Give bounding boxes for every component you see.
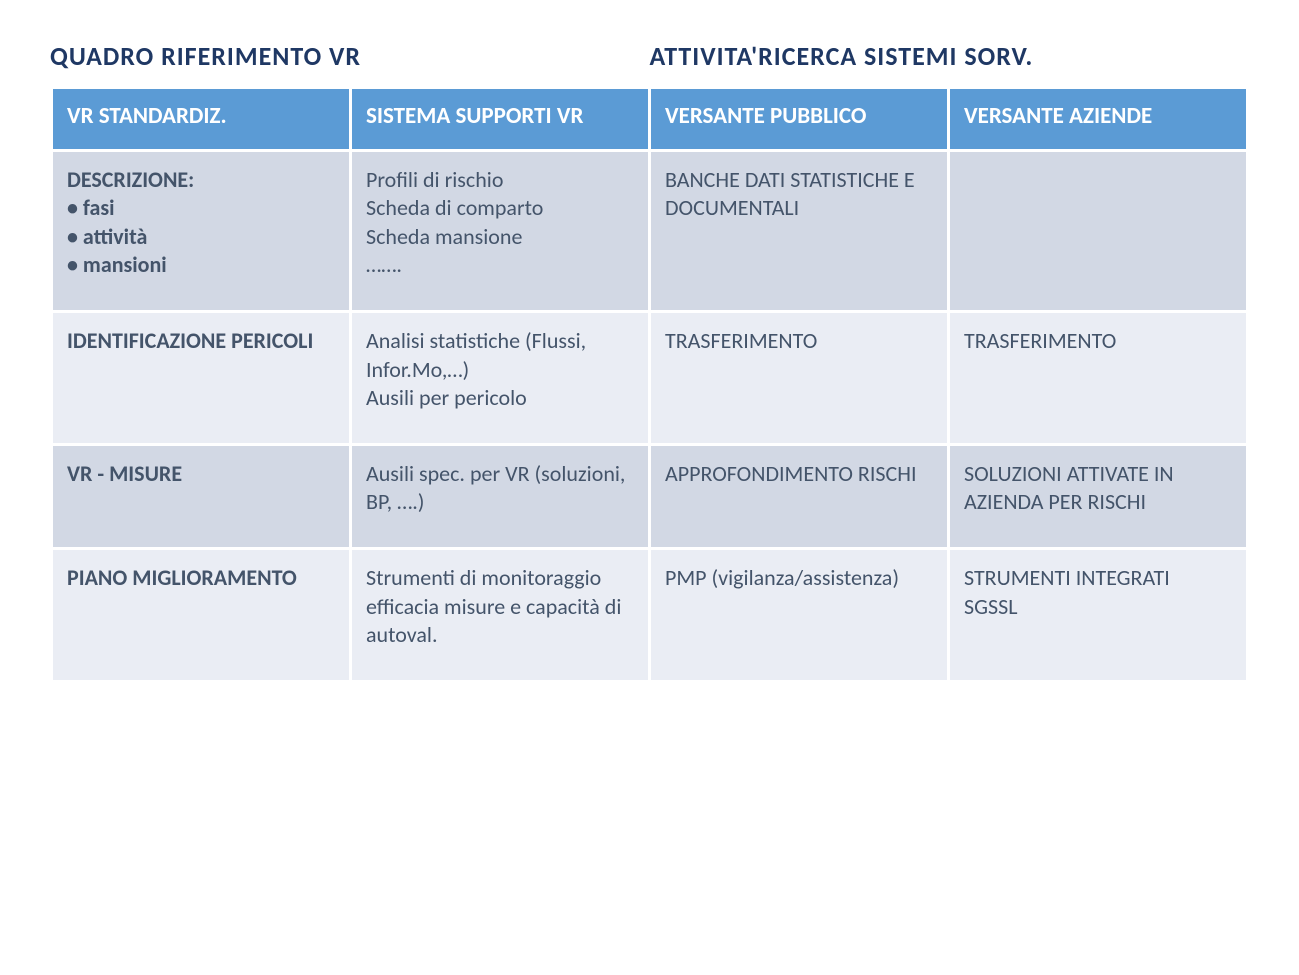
table-row: PIANO MIGLIORAMENTO Strumenti di monitor… [52,548,1248,681]
col-header-3: VERSANTE AZIENDE [949,88,1248,151]
col-header-0: VR STANDARDIZ. [52,88,351,151]
cell-1-3: TRASFERIMENTO [949,311,1248,444]
cell-2-2: APPROFONDIMENTO RISCHI [650,444,949,548]
col-header-2: VERSANTE PUBBLICO [650,88,949,151]
title-left: QUADRO RIFERIMENTO VR [50,40,650,72]
cell-3-2: PMP (vigilanza/assistenza) [650,548,949,681]
title-row: QUADRO RIFERIMENTO VR ATTIVITA'RICERCA S… [50,40,1249,72]
col-header-1: SISTEMA SUPPORTI VR [351,88,650,151]
table-row: VR - MISURE Ausili spec. per VR (soluzio… [52,444,1248,548]
cell-2-1: Ausili spec. per VR (soluzioni, BP, ….) [351,444,650,548]
cell-3-1: Strumenti di monitoraggio efficacia misu… [351,548,650,681]
table-row: DESCRIZIONE:• fasi• attività• mansioni P… [52,150,1248,311]
cell-1-1: Analisi statistiche (Flussi, Infor.Mo,…)… [351,311,650,444]
cell-0-3 [949,150,1248,311]
cell-2-0: VR - MISURE [52,444,351,548]
main-table: VR STANDARDIZ. SISTEMA SUPPORTI VR VERSA… [50,86,1249,683]
cell-1-2: TRASFERIMENTO [650,311,949,444]
table-header-row: VR STANDARDIZ. SISTEMA SUPPORTI VR VERSA… [52,88,1248,151]
cell-0-0: DESCRIZIONE:• fasi• attività• mansioni [52,150,351,311]
cell-2-3: SOLUZIONI ATTIVATE IN AZIENDA PER RISCHI [949,444,1248,548]
cell-0-1: Profili di rischioScheda di compartoSche… [351,150,650,311]
cell-1-0: IDENTIFICAZIONE PERICOLI [52,311,351,444]
cell-3-3: STRUMENTI INTEGRATISGSSL [949,548,1248,681]
cell-0-2: BANCHE DATI STATISTICHE E DOCUMENTALI [650,150,949,311]
cell-3-0: PIANO MIGLIORAMENTO [52,548,351,681]
table-row: IDENTIFICAZIONE PERICOLI Analisi statist… [52,311,1248,444]
title-right: ATTIVITA'RICERCA SISTEMI SORV. [650,40,1250,72]
